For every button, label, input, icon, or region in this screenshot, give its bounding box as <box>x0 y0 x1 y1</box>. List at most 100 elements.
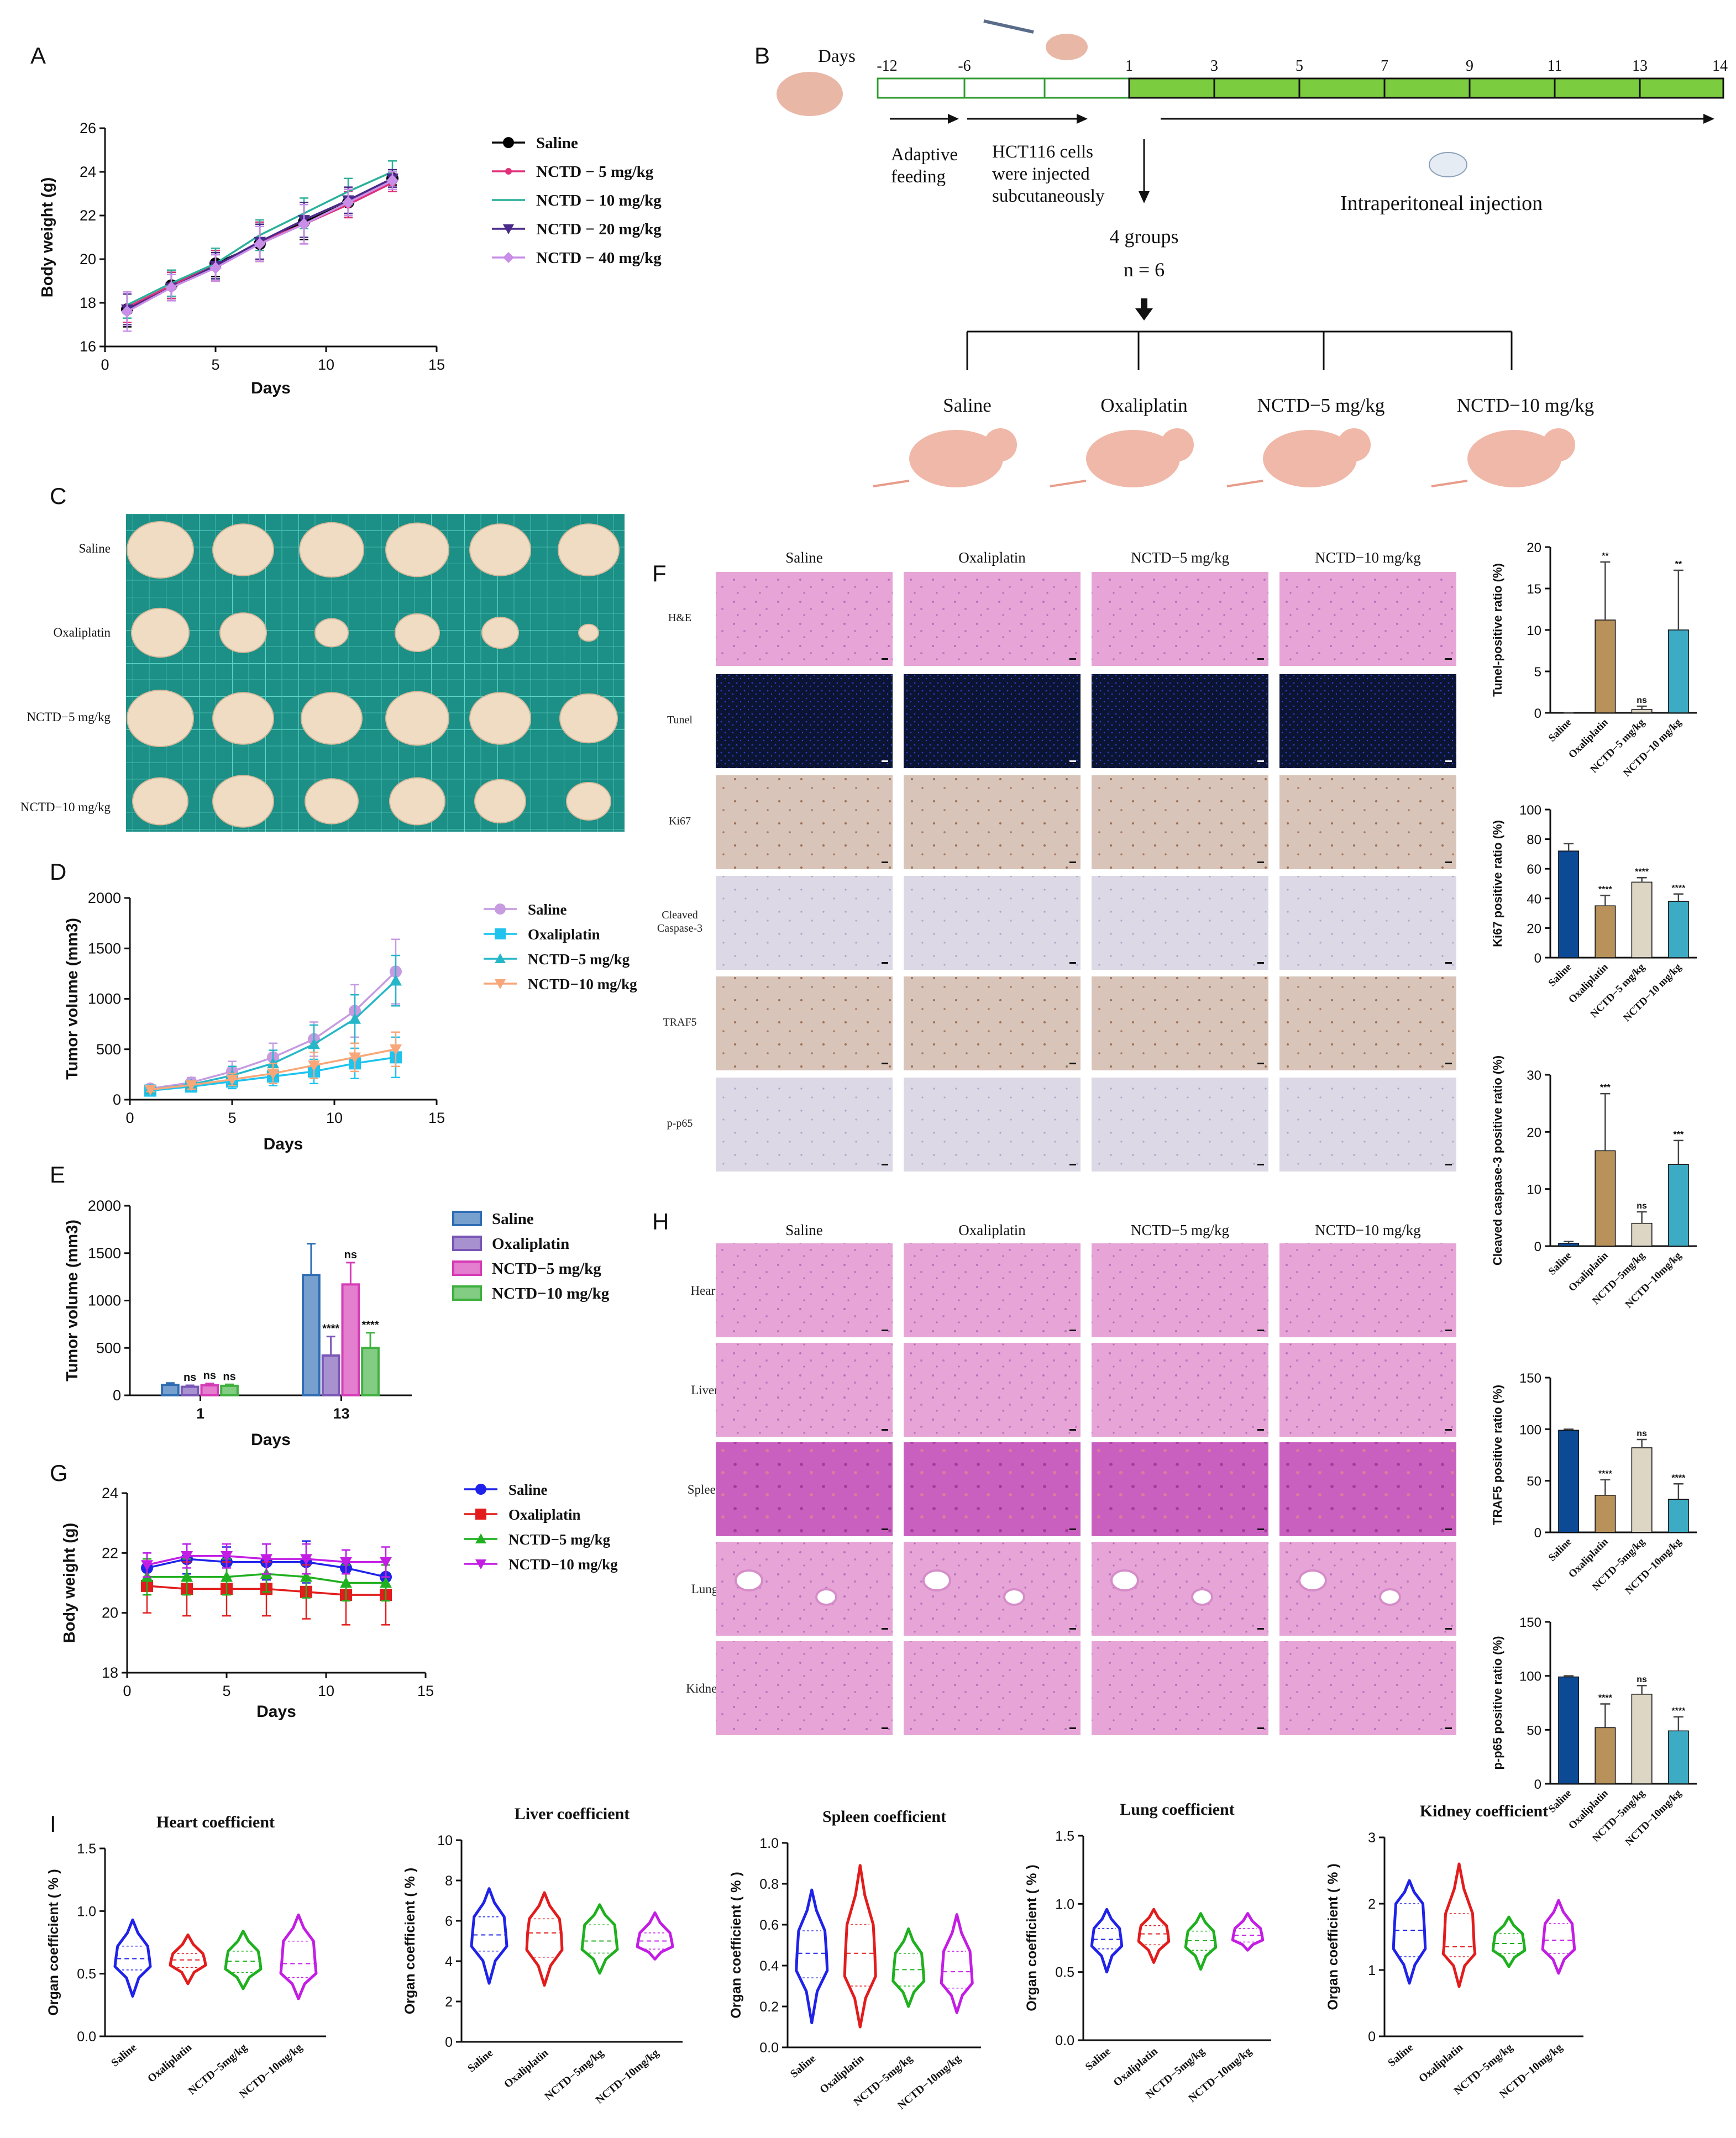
hct-label: HCT116 cells <box>992 142 1093 162</box>
y-axis-label: Organ coefficient ( % ) <box>1325 1863 1341 2010</box>
data-point <box>144 1084 156 1096</box>
histo-col-label: Saline <box>785 1222 823 1238</box>
violin <box>1231 1912 1265 1952</box>
lung-alveolus <box>735 1569 763 1591</box>
legend-label: Saline <box>528 901 567 918</box>
y-tick-label: 1500 <box>88 1245 121 1262</box>
group-label: Oxaliplatin <box>1100 395 1187 416</box>
y-tick-label: 50 <box>1527 1723 1541 1738</box>
data-point <box>298 218 310 230</box>
x-tick-label: 0 <box>125 1110 134 1126</box>
data-point <box>475 1484 486 1495</box>
x-tick-label: 10 <box>318 356 334 373</box>
histo-tile <box>1279 876 1456 970</box>
y-axis-label: TRAF5 positive ratio (%) <box>1491 1385 1504 1525</box>
y-tick-label: 60 <box>1527 862 1541 877</box>
panel-letter-i: I <box>50 1811 56 1837</box>
panel-letter-a: A <box>30 43 46 69</box>
group-label: Saline <box>943 395 991 416</box>
bar <box>1595 1150 1616 1247</box>
y-tick-label: 10 <box>437 1833 453 1848</box>
bar <box>180 1385 200 1396</box>
histo-tile <box>716 1078 893 1172</box>
syringe-icon <box>983 19 1034 34</box>
lung-alveolus <box>1191 1588 1213 1606</box>
data-point <box>503 224 514 234</box>
significance-label: **** <box>1598 1693 1613 1703</box>
significance-label: ns <box>1637 1429 1647 1438</box>
y-tick-label: 150 <box>1519 1615 1541 1630</box>
significance-label: **** <box>322 1323 339 1335</box>
chart-F4: 0 50 100 150 TRAF5 positive ratio (%) Saline *… <box>1491 1371 1697 1597</box>
data-point <box>380 1577 392 1588</box>
histo-tile <box>716 976 893 1070</box>
significance-label: ns <box>1637 1675 1647 1684</box>
data-point <box>221 1551 233 1562</box>
y-tick-label: 0 <box>445 2035 453 2050</box>
group-label: NCTD−5 mg/kg <box>1257 395 1385 416</box>
histo-col-label: NCTD−10 mg/kg <box>1315 1222 1420 1238</box>
significance-label: **** <box>1598 1469 1613 1479</box>
y-tick-label: 500 <box>96 1041 121 1058</box>
significance-label: **** <box>1671 1706 1686 1716</box>
chart-A: 16 18 20 22 24 26 Body weight (g) 0 5 10 15 Days Sal… <box>39 120 662 397</box>
y-tick-label: 1000 <box>88 991 121 1007</box>
panel-letter-g: G <box>50 1460 68 1486</box>
chart-title: Spleen coefficient <box>822 1808 946 1826</box>
legend-label: Saline <box>492 1210 534 1228</box>
y-tick-label: 1.0 <box>1055 1897 1074 1912</box>
y-tick-label: 1.5 <box>1055 1829 1074 1844</box>
significance-label: ns <box>1637 1201 1647 1211</box>
x-tick-label: Oxaliplatin <box>1111 2045 1160 2089</box>
violin <box>843 1864 877 2029</box>
data-point <box>342 196 354 209</box>
histo-row-label: Heart <box>690 1284 719 1297</box>
chart-I4: 0.0 0.5 1.0 1.5 Organ coefficient ( % ) Lung … <box>1024 1800 1271 2105</box>
legend-label: NCTD − 5 mg/kg <box>536 163 654 181</box>
histo-row-label: H&E <box>668 612 691 624</box>
x-tick-label: 15 <box>417 1683 434 1699</box>
data-point <box>475 1533 486 1543</box>
mouse-icon <box>1046 34 1088 60</box>
data-point <box>254 238 266 250</box>
data-point <box>495 953 506 963</box>
scale-bar <box>1069 1063 1076 1064</box>
y-tick-label: 500 <box>96 1339 121 1356</box>
mouse-icon <box>1086 430 1180 487</box>
y-axis-label: Organ coefficient ( % ) <box>46 1869 61 2015</box>
data-point <box>503 137 514 148</box>
y-tick-label: 0.4 <box>759 1958 779 1974</box>
bar <box>1667 1164 1689 1247</box>
y-tick-label: 22 <box>80 207 96 224</box>
violin <box>940 1913 974 2014</box>
chart-title: Heart coefficient <box>156 1813 275 1831</box>
arrow-head <box>1703 114 1714 124</box>
y-tick-label: 0 <box>1534 1777 1541 1792</box>
mouse-icon <box>1338 428 1371 461</box>
n-label: n = 6 <box>1124 259 1165 281</box>
y-tick-label: 1500 <box>88 940 121 957</box>
scale-bar <box>1445 1164 1452 1165</box>
histo-tile <box>716 572 893 666</box>
x-tick-label: Oxaliplatin <box>1417 2041 1465 2085</box>
chart-I1: 0.0 0.5 1.0 1.5 Organ coefficient ( % ) Heart… <box>46 1813 326 2101</box>
histo-row-label: TRAF5 <box>663 1016 696 1028</box>
y-tick-label: 26 <box>80 120 96 136</box>
y-tick-label: 2 <box>1368 1897 1376 1912</box>
bar <box>1595 1727 1616 1784</box>
scale-bar <box>1445 1727 1452 1729</box>
data-point <box>185 1080 197 1091</box>
data-point <box>209 261 222 274</box>
significance-label: ns <box>183 1372 196 1384</box>
scale-bar <box>1445 760 1452 762</box>
y-tick-label: 30 <box>1527 1068 1541 1083</box>
y-axis-label: Body weight (g) <box>39 177 56 297</box>
bar <box>1631 1694 1653 1784</box>
histo-tile <box>1279 775 1456 869</box>
y-tick-label: 0.8 <box>759 1877 779 1892</box>
timeline-tick: 3 <box>1210 57 1218 75</box>
y-tick-label: 100 <box>1519 803 1541 818</box>
x-tick-label: 5 <box>211 356 219 373</box>
y-tick-label: 20 <box>1527 921 1541 936</box>
violin <box>1137 1908 1171 1964</box>
